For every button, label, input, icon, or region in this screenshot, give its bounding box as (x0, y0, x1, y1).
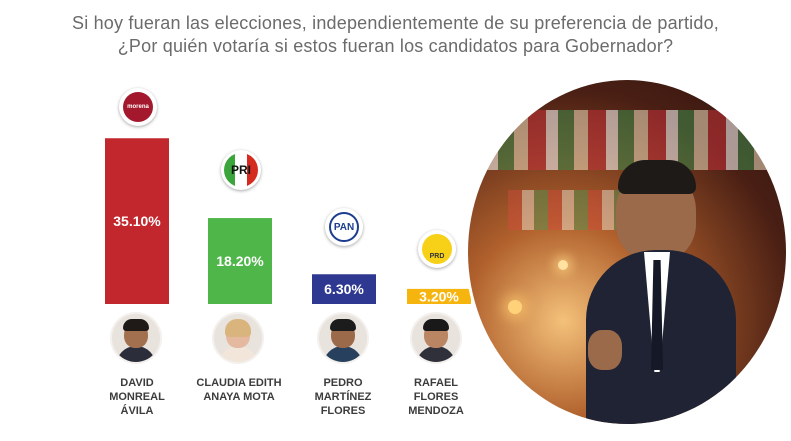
pan-logo-text: PAN (329, 212, 359, 242)
chart-title-line-2: ¿Por quién votaría si estos fueran los c… (117, 36, 674, 56)
bar-value-label-2: 18.20% (216, 253, 264, 269)
bar-3 (312, 274, 376, 304)
bar-4 (407, 288, 471, 304)
pan-logo-icon: PAN (325, 208, 363, 246)
bar-value-label-1: 35.10% (113, 213, 161, 229)
bar-value-label-4: 3.20% (419, 288, 459, 304)
morena-logo-text: morena (123, 92, 153, 122)
morena-logo-icon: morena (119, 88, 157, 126)
candidate-avatar-monreal (112, 314, 160, 362)
candidate-name-3: PEDRO MARTÍNEZ FLORES (314, 377, 372, 417)
candidate-photo (468, 80, 786, 424)
prd-logo-text: PRD (422, 234, 452, 264)
candidate-avatar-flores (412, 314, 460, 362)
candidate-name-1: DAVID MONREAL ÁVILA (109, 377, 165, 417)
candidate-name-4: RAFAEL FLORES MENDOZA (408, 377, 464, 417)
chart-title-line-1: Si hoy fueran las elecciones, independie… (71, 13, 719, 33)
bar-value-label-3: 6.30% (324, 281, 364, 297)
prd-logo-icon: PRD (418, 230, 456, 268)
candidate-avatar-anaya (214, 314, 262, 362)
pri-logo-icon: PRI (221, 150, 261, 190)
candidate-avatar-martinez (319, 314, 367, 362)
bar-2 (208, 218, 272, 304)
bar-1 (105, 138, 169, 304)
candidate-name-2: CLAUDIA EDITH ANAYA MOTA (196, 377, 282, 403)
pri-logo-text: PRI (230, 163, 251, 177)
